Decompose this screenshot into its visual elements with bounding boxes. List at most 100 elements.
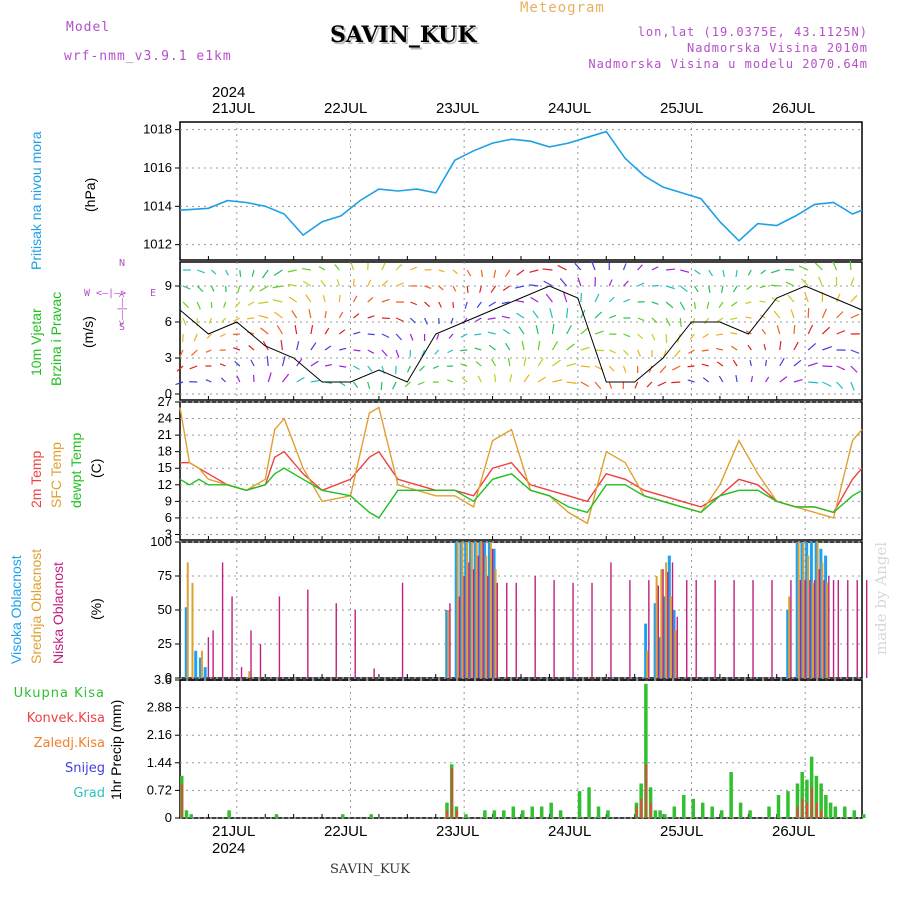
total-rain-bar [852,810,857,818]
low-cloud-bar [278,596,281,678]
wind-barb [353,331,361,335]
wind-barb [310,342,317,351]
wind-barb [208,317,212,324]
high-cloud-bar [658,637,662,678]
wind-barb [807,362,818,367]
wind-barb [749,360,752,367]
wind-barb [267,372,272,383]
high-cloud-bar [487,542,491,678]
wind-barb [759,300,766,303]
pressure-tick-label: 1018 [143,122,172,137]
cloud-tick-label: 50 [158,602,172,617]
total-rain-bar [530,806,534,818]
wind-barb [715,333,724,336]
mid-cloud-bar [480,542,483,678]
mid-cloud-bar [821,562,824,678]
wind-barb [223,301,227,308]
convective-rain-bar [645,764,648,818]
low-cloud-bar [648,580,650,678]
wind-barb [608,381,613,389]
wind-barb [476,301,482,308]
precip-tick-label: 2.88 [147,700,172,715]
total-rain-bar [672,806,677,818]
wind-barb [175,381,184,386]
cloud-tick-label: 0 [165,670,172,685]
day-label-bottom: 26JUL [772,823,816,840]
wind-barb [324,363,333,367]
wind-barb [574,262,582,271]
wind-barb [452,269,458,275]
wind-barb [352,278,355,287]
model-value: wrf-nmm_v3.9.1 e1km [64,49,232,64]
wind-barb [836,293,841,303]
wind-barb [779,340,782,351]
cloud-tick-label: 100 [150,534,172,549]
mid-cloud-bar [470,542,473,678]
wind-barb [679,317,682,328]
wind-barb [591,261,596,271]
total-rain-bar [828,802,833,818]
wind-barb [308,309,312,319]
wind-barb [608,279,613,287]
wind-barb [233,317,241,322]
wind-barb [702,333,710,339]
wind-barb [320,280,326,287]
wind-barb [336,279,340,287]
wind-barb [287,283,297,287]
wind-barb [424,285,432,289]
wind-barb [566,343,575,351]
total-rain-bar [587,787,591,818]
wind-barb [515,285,525,289]
wind-barb [176,365,184,372]
total-rain-bar [719,810,724,818]
wind-barb [720,285,724,293]
wind-barb [566,381,577,384]
model-elevation-label: Nadmorska Visina u modelu 2070.64m [588,57,868,71]
wind-barb [249,285,255,292]
wind-barb [804,292,809,303]
wind-barb [452,285,457,292]
wind-barb [219,363,226,367]
wind-barb [693,301,697,310]
wind-barb [338,294,341,303]
wind-barb [745,330,752,335]
wind-barb [730,345,738,351]
wind-barb [648,365,653,373]
wind-barb [770,284,780,287]
wind-barb [266,355,269,367]
wind-barb [380,381,383,391]
wind-barb [502,285,511,291]
wind-barb [836,311,844,319]
wind-barb [836,381,844,389]
low-cloud-bar [401,582,404,678]
wind-barb [704,317,710,325]
mid-cloud-bar [456,542,459,678]
wind-barb [179,349,184,358]
wind-barb [608,296,615,303]
wind-barb [702,377,710,383]
total-rain-bar [653,810,658,818]
mid-cloud-bar [475,542,478,678]
wind-barb [475,317,482,323]
pressure-line [179,130,863,242]
wind-barb [421,349,426,357]
wind-barb [353,349,361,352]
day-label-bottom: 21JUL [212,823,256,840]
mid-cloud-bar [665,562,668,678]
high-cloud-bar [667,555,671,678]
total-rain-bar [710,806,714,818]
wind-barb [367,296,374,303]
wind-barb [722,269,725,277]
low-cloud-bar [591,582,593,678]
wind-barb [452,301,455,309]
wind-barb [708,269,714,277]
wind-barb [291,310,298,319]
wind-barb [474,347,482,351]
mid-cloud-bar [802,542,805,678]
sfc-temp-line [179,406,863,525]
wind-barb [509,374,513,383]
convective-rain-bar [446,810,449,818]
wind-tick-label: 9 [165,278,172,293]
wind-barb [557,264,567,271]
wind-barb [759,285,766,289]
